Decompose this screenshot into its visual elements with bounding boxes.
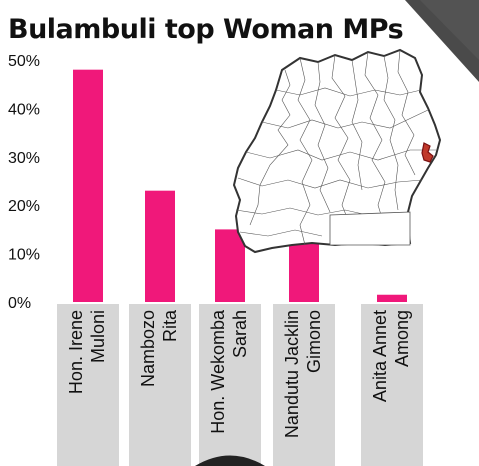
- y-tick-label: 50%: [8, 53, 40, 70]
- category-label-line: Hon. Irene: [66, 310, 86, 394]
- lake-victoria: [329, 211, 411, 246]
- label-band: [273, 304, 335, 466]
- chart-title: Bulambuli top Woman MPs: [8, 14, 403, 45]
- bar: [145, 190, 175, 302]
- district-borders: [235, 49, 436, 246]
- bulambuli-district-marker: [421, 142, 434, 163]
- category-label: Anita Annet Among: [370, 310, 412, 402]
- category-label: Nambozo Rita: [138, 309, 180, 387]
- y-tick-label: 40%: [8, 101, 40, 118]
- category-label-line: Anita Annet: [370, 310, 390, 402]
- uganda-districts-map-icon: [232, 48, 442, 254]
- corner-texture-highlight: [420, 0, 479, 60]
- photo-edge: [195, 455, 265, 466]
- label-band: [199, 304, 261, 466]
- category-label: Hon. Irene Muloni: [66, 310, 108, 394]
- bar: [73, 69, 103, 303]
- category-label-line: Muloni: [88, 310, 108, 363]
- y-tick-label: 10%: [8, 247, 40, 264]
- label-band: [57, 304, 119, 466]
- y-axis: 0% 10% 20% 30% 40% 50%: [8, 53, 40, 312]
- y-tick-label: 20%: [8, 198, 40, 215]
- category-label: Hon. Wekomba Sarah: [208, 309, 250, 434]
- bar: [289, 239, 319, 302]
- bar: [215, 229, 245, 302]
- category-label-line: Nandutu Jacklin: [282, 310, 302, 438]
- label-band: [129, 304, 191, 466]
- bars: [73, 69, 407, 303]
- category-label-line: Gimono: [304, 310, 324, 373]
- category-label-line: Rita: [160, 309, 180, 342]
- category-label-line: Nambozo: [138, 310, 158, 387]
- y-tick-label: 0%: [8, 295, 31, 312]
- label-bands: [57, 304, 423, 466]
- category-labels: Hon. Irene Muloni Nambozo Rita Hon. Wekomba S…: [66, 309, 412, 438]
- category-label-line: Sarah: [230, 310, 250, 358]
- y-tick-label: 30%: [8, 150, 40, 167]
- category-label-line: Hon. Wekomba: [208, 309, 228, 434]
- category-label: Nandutu Jacklin Gimono: [282, 310, 324, 438]
- bar: [377, 294, 407, 302]
- label-band: [361, 304, 423, 466]
- category-label-line: Among: [392, 310, 412, 367]
